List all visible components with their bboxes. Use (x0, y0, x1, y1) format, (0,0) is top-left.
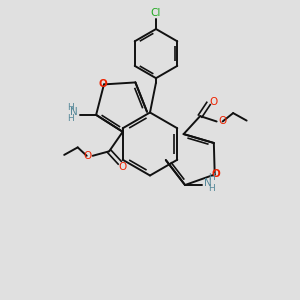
Text: H: H (67, 114, 73, 123)
Text: H: H (208, 184, 214, 193)
Text: N: N (204, 178, 212, 188)
Text: O: O (218, 116, 226, 127)
Text: O: O (210, 97, 218, 107)
Text: O: O (118, 162, 127, 172)
Text: O: O (212, 169, 220, 179)
Text: O: O (98, 80, 107, 89)
Text: N: N (70, 107, 77, 118)
Text: Cl: Cl (151, 8, 161, 18)
Text: O: O (83, 151, 92, 161)
Text: H: H (208, 173, 214, 182)
Text: H: H (67, 103, 73, 112)
